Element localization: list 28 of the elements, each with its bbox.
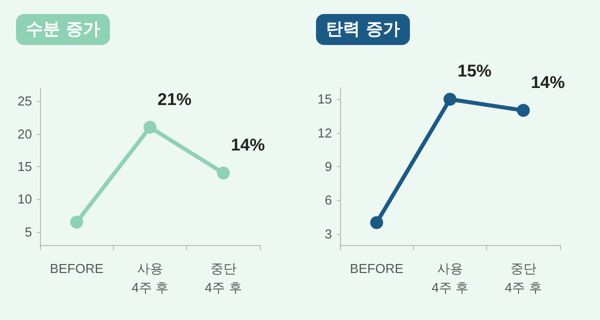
y-tick-label: 6 [324, 192, 332, 208]
x-tick-label: 중단 4주 후 [204, 261, 242, 295]
data-label: 14% [530, 72, 565, 92]
point [370, 216, 384, 230]
point [516, 104, 530, 117]
y-tick-label: 12 [318, 125, 332, 140]
x-tick-label: 사용 4주 후 [132, 261, 168, 295]
point [144, 120, 156, 134]
point [216, 166, 230, 180]
y-tick-label: 20 [18, 126, 32, 142]
data-label: 14% [230, 136, 265, 155]
y-tick-label: 15 [318, 92, 332, 107]
x-tick-label: 사용 4주 후 [432, 261, 468, 295]
chart-title: 탄력 증가 [326, 20, 400, 40]
y-tick-label: 10 [18, 192, 32, 207]
y-tick-label: 9 [324, 159, 332, 174]
y-tick-label: 3 [324, 226, 332, 242]
x-tick-label: BEFORE [350, 261, 404, 276]
point [70, 216, 84, 229]
y-tick-label: 15 [18, 159, 32, 174]
point [444, 92, 456, 106]
data-label: 15% [458, 62, 492, 81]
y-tick-label: 5 [24, 224, 32, 240]
x-tick-label: BEFORE [50, 261, 104, 276]
chart-title: 수분 증가 [26, 20, 100, 40]
y-tick-label: 25 [18, 94, 32, 109]
x-tick-label: 중단 4주 후 [504, 261, 542, 295]
data-label: 21% [158, 90, 192, 109]
